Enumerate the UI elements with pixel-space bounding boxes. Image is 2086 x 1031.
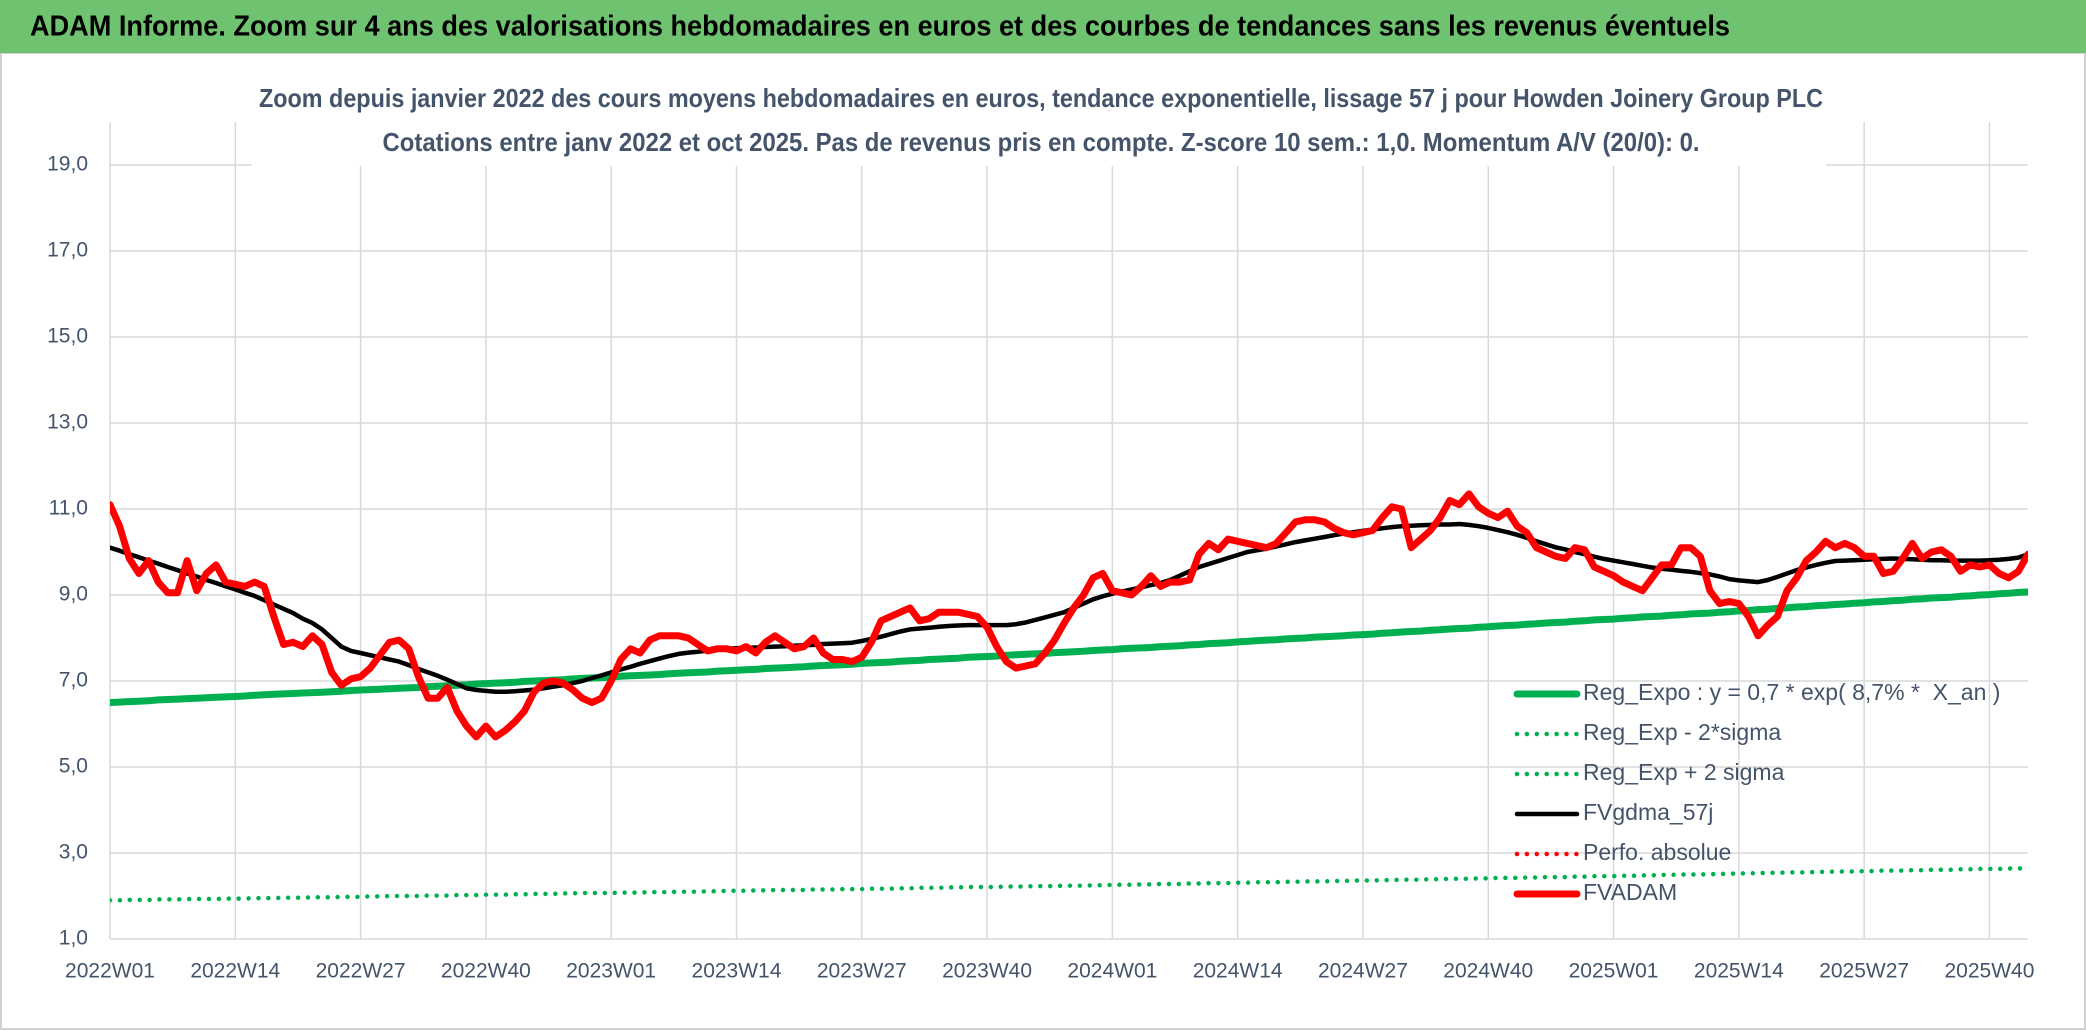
legend-label: FVADAM <box>1583 879 1677 905</box>
y-tick-label: 9,0 <box>59 583 88 606</box>
legend-label: Reg_Expo : y = 0,7 * exp( 8,7% * X_an ) <box>1583 679 2000 705</box>
series-line <box>110 490 2028 741</box>
x-tick-label: 2023W01 <box>566 960 656 983</box>
x-tick-label: 2022W14 <box>190 960 280 983</box>
y-tick-label: 11,0 <box>49 497 88 520</box>
y-tick-label: 15,0 <box>47 325 88 348</box>
x-tick-label: 2025W27 <box>1819 960 1909 983</box>
chart-frame <box>0 52 2086 1030</box>
title-background <box>252 76 1826 166</box>
y-tick-label: 19,0 <box>47 153 88 176</box>
y-tick-label: 7,0 <box>59 669 88 692</box>
x-tick-label: 2022W40 <box>441 960 531 983</box>
x-tick-label: 2023W40 <box>942 960 1032 983</box>
x-tick-label: 2023W14 <box>692 960 782 983</box>
chart-subtitle: Cotations entre janv 2022 et oct 2025. P… <box>383 127 1700 157</box>
y-tick-label: 3,0 <box>59 841 88 864</box>
y-tick-label: 17,0 <box>47 239 88 262</box>
x-tick-label: 2022W01 <box>65 960 155 983</box>
x-tick-label: 2024W40 <box>1443 960 1533 983</box>
legend-label: Reg_Exp - 2*sigma <box>1583 719 1781 745</box>
legend-label: Reg_Exp + 2 sigma <box>1583 759 1785 785</box>
legend-label: FVgdma_57j <box>1583 799 1713 825</box>
x-tick-label: 2022W27 <box>316 960 406 983</box>
x-tick-label: 2025W40 <box>1944 960 2034 983</box>
y-tick-label: 5,0 <box>59 755 88 778</box>
x-tick-label: 2023W27 <box>817 960 907 983</box>
x-tick-label: 2024W01 <box>1067 960 1157 983</box>
x-tick-label: 2024W27 <box>1318 960 1408 983</box>
y-tick-label: 1,0 <box>59 927 88 950</box>
series-line <box>110 865 2028 903</box>
legend-label: Perfo. absolue <box>1583 839 1731 865</box>
series-line <box>110 588 2028 706</box>
x-tick-label: 2025W14 <box>1694 960 1784 983</box>
x-tick-label: 2024W14 <box>1193 960 1283 983</box>
header-title: ADAM Informe. Zoom sur 4 ans des valoris… <box>30 11 1730 43</box>
y-tick-label: 13,0 <box>47 411 88 434</box>
chart-title: Zoom depuis janvier 2022 des cours moyen… <box>259 83 1823 113</box>
x-tick-label: 2025W01 <box>1569 960 1659 983</box>
header-bar <box>0 0 2086 53</box>
